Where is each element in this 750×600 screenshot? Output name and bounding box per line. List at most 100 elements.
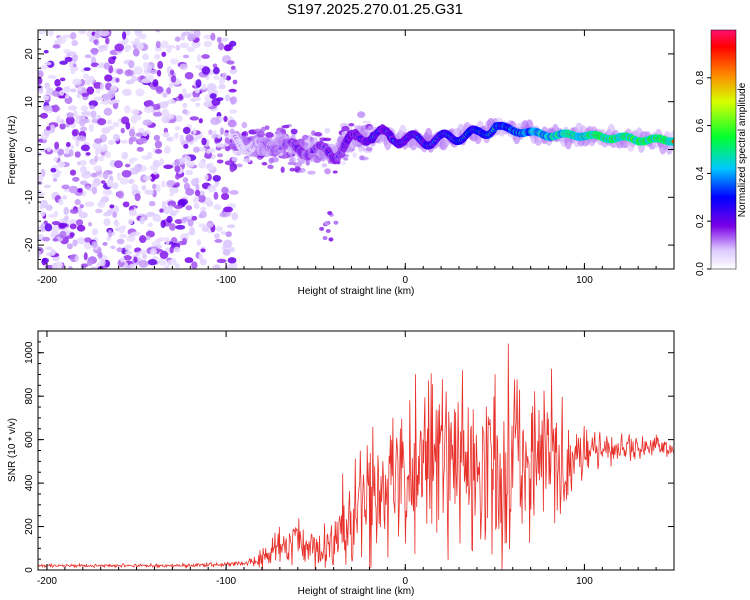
spectrogram-noise-cell bbox=[126, 79, 135, 84]
spectrogram-noise-cell bbox=[119, 233, 127, 239]
spectrogram-noise-cell bbox=[112, 211, 118, 218]
spectrogram-noise-cell bbox=[47, 74, 57, 80]
spectrogram-noise-cell bbox=[174, 173, 181, 180]
spectrogram-noise-cell bbox=[89, 266, 99, 269]
spectrogram-noise-cell bbox=[216, 36, 223, 43]
spectrogram-noise-cell bbox=[154, 140, 163, 149]
spectrogram-noise-cell bbox=[76, 219, 84, 226]
snr-y-tick-label: 800 bbox=[24, 387, 35, 404]
spectrogram-noise-cell bbox=[65, 142, 71, 148]
spectrogram-noise-cell bbox=[229, 190, 239, 195]
spectrogram-noise-cell bbox=[229, 165, 235, 173]
spectrogram-noise-cell bbox=[200, 206, 207, 212]
spectrogram-noise-cell bbox=[120, 139, 128, 144]
spectrogram-noise-cell bbox=[133, 30, 143, 35]
spectrogram-noise-cell bbox=[185, 161, 195, 168]
spectrogram-noise-cell bbox=[216, 258, 227, 264]
spectrogram-noise-cell bbox=[179, 63, 188, 70]
spectrogram-noise-cell bbox=[289, 156, 295, 160]
spectrogram-noise-cell bbox=[265, 131, 274, 139]
spectrogram-noise-cell bbox=[93, 165, 102, 172]
spectrogram-noise-cell bbox=[52, 238, 59, 242]
spectrogram-noise-cell bbox=[77, 86, 83, 92]
spectrogram-noise-cell bbox=[175, 44, 181, 51]
spectrogram-noise-cell bbox=[124, 45, 131, 53]
spectrogram-noise-cell bbox=[158, 257, 168, 266]
spectrogram-noise-cell bbox=[151, 104, 161, 111]
spectrogram-noise-cell bbox=[214, 137, 220, 145]
spectrogram-noise-cell bbox=[175, 182, 180, 187]
spectrogram-noise-cell bbox=[186, 46, 196, 52]
spectrogram-noise-cell bbox=[44, 130, 50, 137]
spectrogram-noise-cell bbox=[163, 164, 174, 170]
spectrogram-ridge-core bbox=[671, 139, 674, 144]
spectrogram-noise-cell bbox=[123, 255, 132, 261]
spectrogram-noise-cell bbox=[60, 218, 68, 224]
spectrogram-noise-cell bbox=[214, 239, 223, 243]
spectrogram-noise-cell bbox=[213, 191, 219, 200]
colorbar: 0.0 0.2 0.4 0.6 0.8 Normalized spectral ampl… bbox=[695, 29, 748, 276]
spectrogram-noise-cell bbox=[102, 188, 113, 196]
spectrogram-noise-cell bbox=[227, 119, 237, 128]
spectrogram-noise-cell bbox=[43, 184, 51, 189]
spectrogram-noise-cell bbox=[241, 121, 248, 129]
spectrogram-noise-cell bbox=[142, 130, 148, 137]
spectrogram-noise-cell bbox=[59, 123, 66, 130]
spectrogram-noise-cell bbox=[217, 42, 225, 51]
spectrogram-noise-cell bbox=[68, 185, 79, 194]
spectrogram-noise-cell bbox=[155, 40, 161, 49]
spectrogram-noise-cell bbox=[74, 151, 81, 158]
spectrogram-noise-cell bbox=[162, 92, 168, 98]
spectrogram-noise-cell bbox=[114, 43, 125, 52]
spectrogram-noise-cell bbox=[63, 206, 70, 215]
spectrogram-noise-cell bbox=[138, 259, 149, 268]
spectrogram-noise-cell bbox=[223, 206, 233, 213]
spectrogram-noise-cell bbox=[185, 188, 195, 196]
spectrogram-noise-cell bbox=[104, 151, 112, 158]
spectrogram-noise-cell bbox=[174, 132, 179, 139]
spectrogram-noise-cell bbox=[152, 170, 158, 175]
spectrogram-noise-cell bbox=[147, 64, 153, 72]
spectrogram-noise-cell bbox=[321, 163, 328, 168]
spectrogram-noise-cell bbox=[73, 110, 78, 118]
spectrogram-noise-cell bbox=[74, 255, 79, 263]
spectrogram-noise-cell bbox=[83, 252, 88, 261]
spectrogram-noise-cell bbox=[357, 111, 366, 119]
spectrogram-noise-cell bbox=[121, 116, 130, 125]
spectrogram-noise-cell bbox=[198, 253, 203, 261]
spectrogram-noise-cell bbox=[191, 40, 201, 49]
spectrogram-noise-cell bbox=[54, 78, 61, 87]
spectrogram-noise-cell bbox=[206, 163, 211, 168]
spectrogram-noise-cell bbox=[228, 40, 237, 47]
spectrogram-noise-cell bbox=[39, 65, 49, 70]
spectrogram-noise-cell bbox=[55, 170, 60, 179]
spectrogram-noise-cell bbox=[193, 202, 200, 210]
spectrogram-noise-cell bbox=[228, 88, 237, 93]
spectrogram-noise-cell bbox=[155, 30, 161, 33]
spectrogram-noise-cell bbox=[178, 93, 183, 100]
snr-y-tick-label: 0 bbox=[24, 567, 35, 573]
spectrogram-noise-cell bbox=[174, 219, 183, 225]
spectrogram-noise-cell bbox=[222, 239, 233, 249]
spectrogram-noise-cell bbox=[90, 110, 97, 119]
spectrogram-noise-cell bbox=[358, 146, 364, 153]
spectrogram-noise-cell bbox=[80, 105, 89, 112]
spectrogram-noise-cell bbox=[195, 102, 201, 107]
spectrogram-noise-cell bbox=[70, 88, 77, 93]
spectrogram-noise-cell bbox=[66, 112, 74, 118]
spectrogram-noise-cell bbox=[71, 129, 78, 137]
spectrogram-noise-cell bbox=[145, 212, 154, 218]
snr-y-tick-label: 1000 bbox=[24, 341, 35, 364]
snr-x-tick-label: -100 bbox=[216, 576, 236, 587]
spectrogram-noise-cell bbox=[124, 250, 133, 255]
spectrogram-noise-cell bbox=[69, 169, 77, 176]
spectrogram-noise-cell bbox=[167, 45, 176, 49]
spectrogram-noise-cell bbox=[179, 42, 190, 49]
spectrogram-noise-cell bbox=[214, 233, 220, 239]
spectrogram-noise-cell bbox=[185, 169, 194, 176]
colorbar-tick-label: 0.6 bbox=[695, 118, 706, 132]
spectrogram-noise-cell bbox=[80, 111, 91, 116]
spectrogram-noise-cell bbox=[307, 170, 316, 175]
spectrogram-noise-cell bbox=[287, 161, 297, 166]
